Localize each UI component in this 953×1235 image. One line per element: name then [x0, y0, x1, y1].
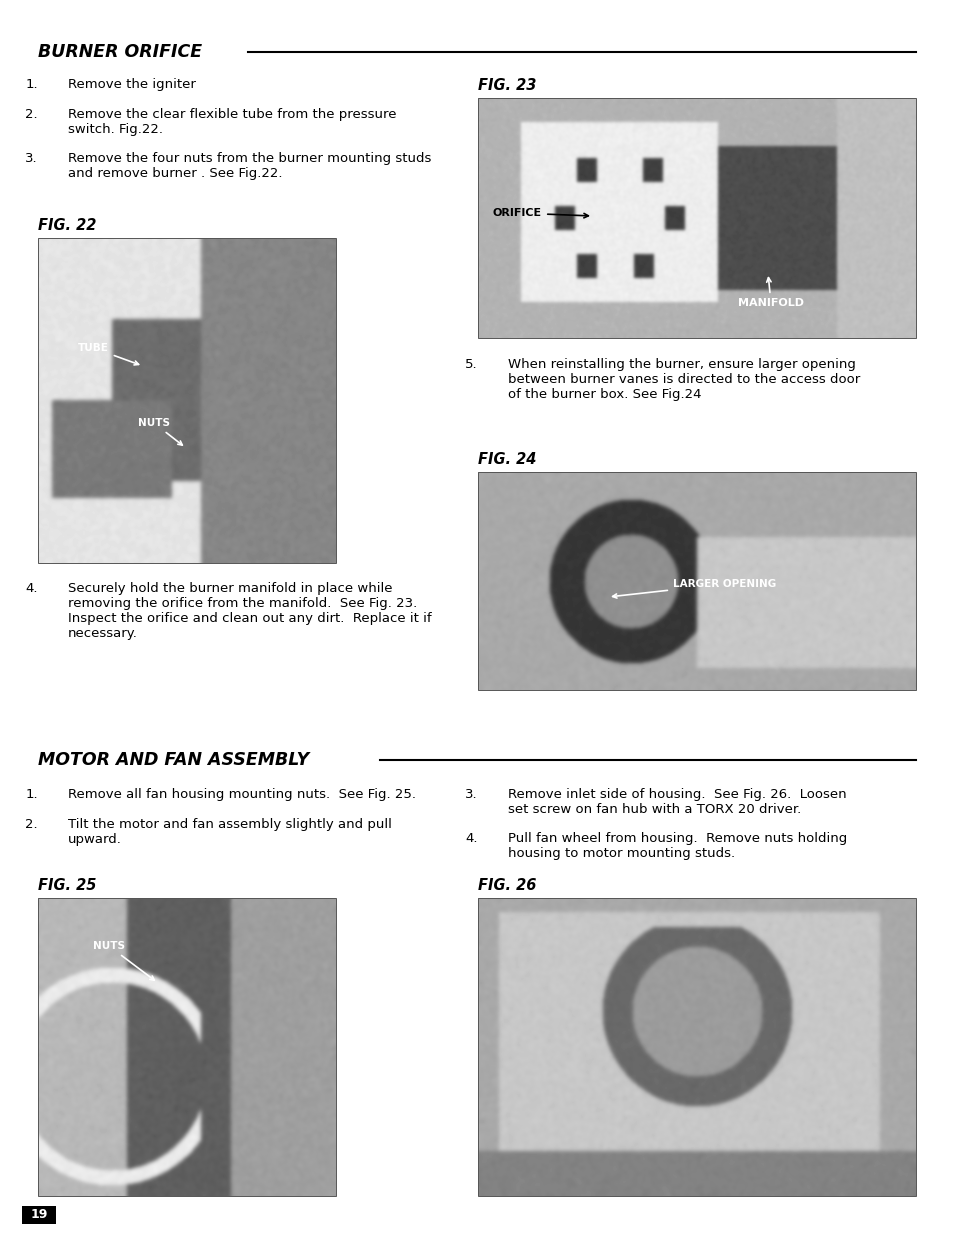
Text: FIG. 23: FIG. 23	[477, 78, 536, 93]
Bar	[38, 238, 335, 563]
Text: 3.: 3.	[26, 152, 38, 165]
Text: set screw on fan hub with a TORX 20 driver.: set screw on fan hub with a TORX 20 driv…	[507, 803, 801, 816]
Text: necessary.: necessary.	[68, 627, 138, 640]
Text: When reinstalling the burner, ensure larger opening: When reinstalling the burner, ensure lar…	[507, 358, 855, 370]
Text: ORIFICE: ORIFICE	[493, 207, 588, 219]
Text: FIG. 25: FIG. 25	[38, 878, 96, 893]
Text: LARGER OPENING: LARGER OPENING	[612, 579, 776, 598]
Text: 4.: 4.	[465, 832, 477, 845]
Bar	[477, 472, 915, 690]
Text: Remove all fan housing mounting nuts.  See Fig. 25.: Remove all fan housing mounting nuts. Se…	[68, 788, 416, 802]
Text: FIG. 22: FIG. 22	[38, 219, 96, 233]
Text: of the burner box. See Fig.24: of the burner box. See Fig.24	[507, 388, 700, 401]
Text: 1.: 1.	[26, 78, 38, 91]
Text: 5.: 5.	[465, 358, 477, 370]
Text: MANIFOLD: MANIFOLD	[738, 278, 803, 308]
Text: Securely hold the burner manifold in place while: Securely hold the burner manifold in pla…	[68, 582, 392, 595]
Text: 2.: 2.	[26, 818, 38, 831]
Text: 4.: 4.	[26, 582, 38, 595]
Text: removing the orifice from the manifold.  See Fig. 23.: removing the orifice from the manifold. …	[68, 597, 416, 610]
Bar	[38, 898, 335, 1195]
Text: 19: 19	[30, 1209, 48, 1221]
Text: Tilt the motor and fan assembly slightly and pull: Tilt the motor and fan assembly slightly…	[68, 818, 392, 831]
Text: Remove inlet side of housing.  See Fig. 26.  Loosen: Remove inlet side of housing. See Fig. 2…	[507, 788, 845, 802]
Text: Pull fan wheel from housing.  Remove nuts holding: Pull fan wheel from housing. Remove nuts…	[507, 832, 846, 845]
Text: Inspect the orifice and clean out any dirt.  Replace it if: Inspect the orifice and clean out any di…	[68, 613, 431, 625]
Text: FIG. 24: FIG. 24	[477, 452, 536, 467]
Text: Remove the four nuts from the burner mounting studs: Remove the four nuts from the burner mou…	[68, 152, 431, 165]
Bar	[22, 1207, 56, 1224]
Bar	[477, 98, 915, 338]
Text: BURNER ORIFICE: BURNER ORIFICE	[38, 43, 202, 61]
Text: NUTS: NUTS	[92, 941, 154, 981]
Text: housing to motor mounting studs.: housing to motor mounting studs.	[507, 847, 735, 860]
Text: between burner vanes is directed to the access door: between burner vanes is directed to the …	[507, 373, 860, 387]
Text: 1.: 1.	[26, 788, 38, 802]
Text: MOTOR AND FAN ASSEMBLY: MOTOR AND FAN ASSEMBLY	[38, 751, 309, 769]
Text: TUBE: TUBE	[78, 343, 138, 366]
Text: Remove the clear flexible tube from the pressure: Remove the clear flexible tube from the …	[68, 107, 396, 121]
Bar	[477, 898, 915, 1195]
Text: 2.: 2.	[26, 107, 38, 121]
Text: 3.: 3.	[465, 788, 477, 802]
Text: NUTS: NUTS	[138, 417, 182, 445]
Text: upward.: upward.	[68, 832, 122, 846]
Text: and remove burner . See Fig.22.: and remove burner . See Fig.22.	[68, 168, 282, 180]
Text: FIG. 26: FIG. 26	[477, 878, 536, 893]
Text: switch. Fig.22.: switch. Fig.22.	[68, 124, 163, 137]
Text: Remove the igniter: Remove the igniter	[68, 78, 195, 91]
